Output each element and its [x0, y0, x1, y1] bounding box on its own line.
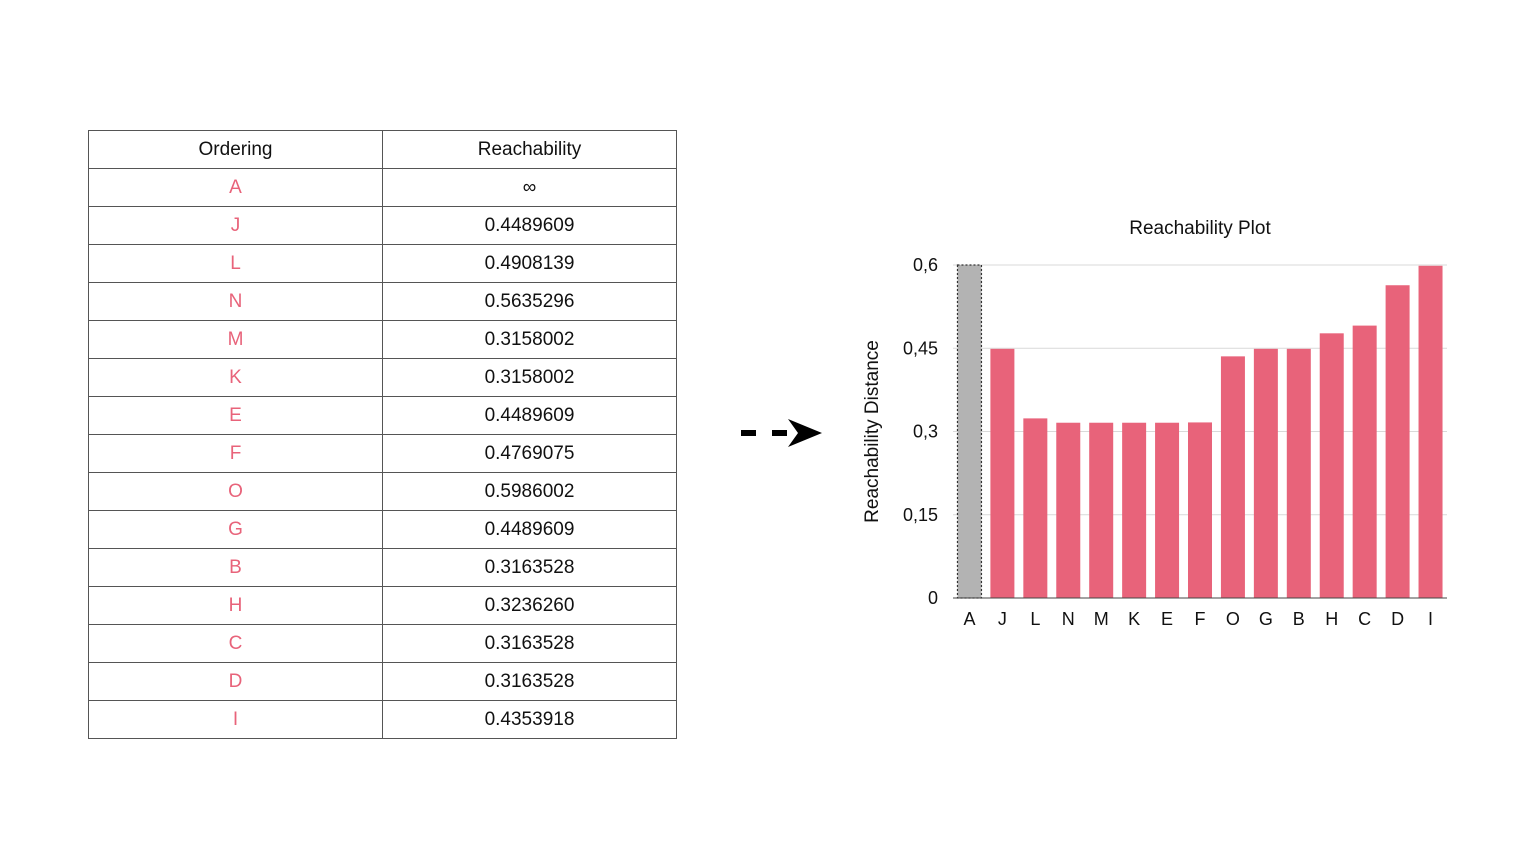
reachability-cell: 0.4489609 — [382, 510, 677, 549]
table-row: O 0.5986002 — [88, 472, 677, 511]
reachability-cell: 0.4353918 — [382, 700, 677, 739]
reachability-cell: 0.3163528 — [382, 624, 677, 663]
x-tick-label: O — [1226, 609, 1240, 629]
ordering-cell: E — [88, 396, 383, 435]
ordering-cell: H — [88, 586, 383, 625]
bar — [1253, 348, 1278, 598]
bar — [1418, 265, 1443, 598]
bar — [1023, 418, 1048, 598]
reachability-cell: 0.4769075 — [382, 434, 677, 473]
bar-undefined — [956, 264, 983, 599]
reachability-plot: Reachability Plot Reachability Distance 0 0… — [862, 218, 1447, 629]
table-row: A ∞ — [88, 168, 677, 207]
table-row: L 0.4908139 — [88, 244, 677, 283]
x-tick-label: G — [1259, 609, 1273, 629]
reachability-cell: 0.3158002 — [382, 320, 677, 359]
table-row: J 0.4489609 — [88, 206, 677, 245]
bar — [1089, 422, 1114, 598]
bar — [1385, 285, 1410, 598]
table-row: H 0.3236260 — [88, 586, 677, 625]
chart-title: Reachability Plot — [1129, 218, 1271, 239]
ordering-cell: I — [88, 700, 383, 739]
table-row: G 0.4489609 — [88, 510, 677, 549]
y-tick-label: 0,15 — [903, 505, 938, 525]
bar — [1056, 422, 1081, 598]
x-tick-label: F — [1195, 609, 1206, 629]
reachability-cell: ∞ — [382, 168, 677, 207]
reachability-cell: 0.5986002 — [382, 472, 677, 511]
table-row: F 0.4769075 — [88, 434, 677, 473]
x-tick-label: J — [998, 609, 1007, 629]
bar — [990, 348, 1015, 598]
x-tick-label: A — [963, 609, 975, 629]
table-header-row: Ordering Reachability — [88, 130, 677, 169]
x-tick-label: K — [1128, 609, 1140, 629]
ordering-cell: B — [88, 548, 383, 587]
reachability-cell: 0.3163528 — [382, 662, 677, 701]
reachability-cell: 0.4908139 — [382, 244, 677, 283]
table-row: D 0.3163528 — [88, 662, 677, 701]
ordering-cell: C — [88, 624, 383, 663]
x-tick-label: L — [1030, 609, 1040, 629]
ordering-cell: O — [88, 472, 383, 511]
bar — [1286, 348, 1311, 598]
x-tick-label: I — [1428, 609, 1433, 629]
column-header-reachability: Reachability — [382, 130, 677, 169]
ordering-cell: D — [88, 662, 383, 701]
reachability-table: Ordering Reachability A ∞ J 0.4489609 L 0.490… — [88, 130, 677, 739]
x-tick-label: M — [1094, 609, 1109, 629]
ordering-cell: N — [88, 282, 383, 321]
ordering-cell: F — [88, 434, 383, 473]
x-tick-label: D — [1391, 609, 1404, 629]
x-tick-label: N — [1062, 609, 1075, 629]
ordering-cell: M — [88, 320, 383, 359]
ordering-cell: L — [88, 244, 383, 283]
table-row: B 0.3163528 — [88, 548, 677, 587]
dashed-arrow-icon — [741, 419, 822, 447]
table-row: I 0.4353918 — [88, 700, 677, 739]
bar — [1319, 333, 1344, 598]
reachability-cell: 0.4489609 — [382, 396, 677, 435]
ordering-cell: K — [88, 358, 383, 397]
x-tick-label: H — [1325, 609, 1338, 629]
reachability-cell: 0.3158002 — [382, 358, 677, 397]
bar — [1352, 325, 1377, 598]
bar — [1220, 356, 1245, 598]
bar — [1188, 422, 1212, 598]
reachability-cell: 0.3163528 — [382, 548, 677, 587]
y-tick-label: 0,3 — [913, 422, 938, 442]
ordering-cell: J — [88, 206, 383, 245]
reachability-cell: 0.3236260 — [382, 586, 677, 625]
y-axis-label: Reachability Distance — [862, 340, 883, 523]
table-row: M 0.3158002 — [88, 320, 677, 359]
x-tick-label: E — [1161, 609, 1173, 629]
reachability-cell: 0.5635296 — [382, 282, 677, 321]
table-row: E 0.4489609 — [88, 396, 677, 435]
x-tick-label: B — [1293, 609, 1305, 629]
column-header-ordering: Ordering — [88, 130, 383, 169]
y-tick-label: 0,6 — [913, 255, 938, 275]
table-row: N 0.5635296 — [88, 282, 677, 321]
reachability-cell: 0.4489609 — [382, 206, 677, 245]
y-tick-label: 0,45 — [903, 338, 938, 358]
bar — [1155, 422, 1180, 598]
y-tick-label: 0 — [928, 588, 938, 608]
table-row: C 0.3163528 — [88, 624, 677, 663]
ordering-cell: G — [88, 510, 383, 549]
ordering-cell: A — [88, 168, 383, 207]
table-row: K 0.3158002 — [88, 358, 677, 397]
bar — [1122, 422, 1147, 598]
x-tick-label: C — [1358, 609, 1371, 629]
